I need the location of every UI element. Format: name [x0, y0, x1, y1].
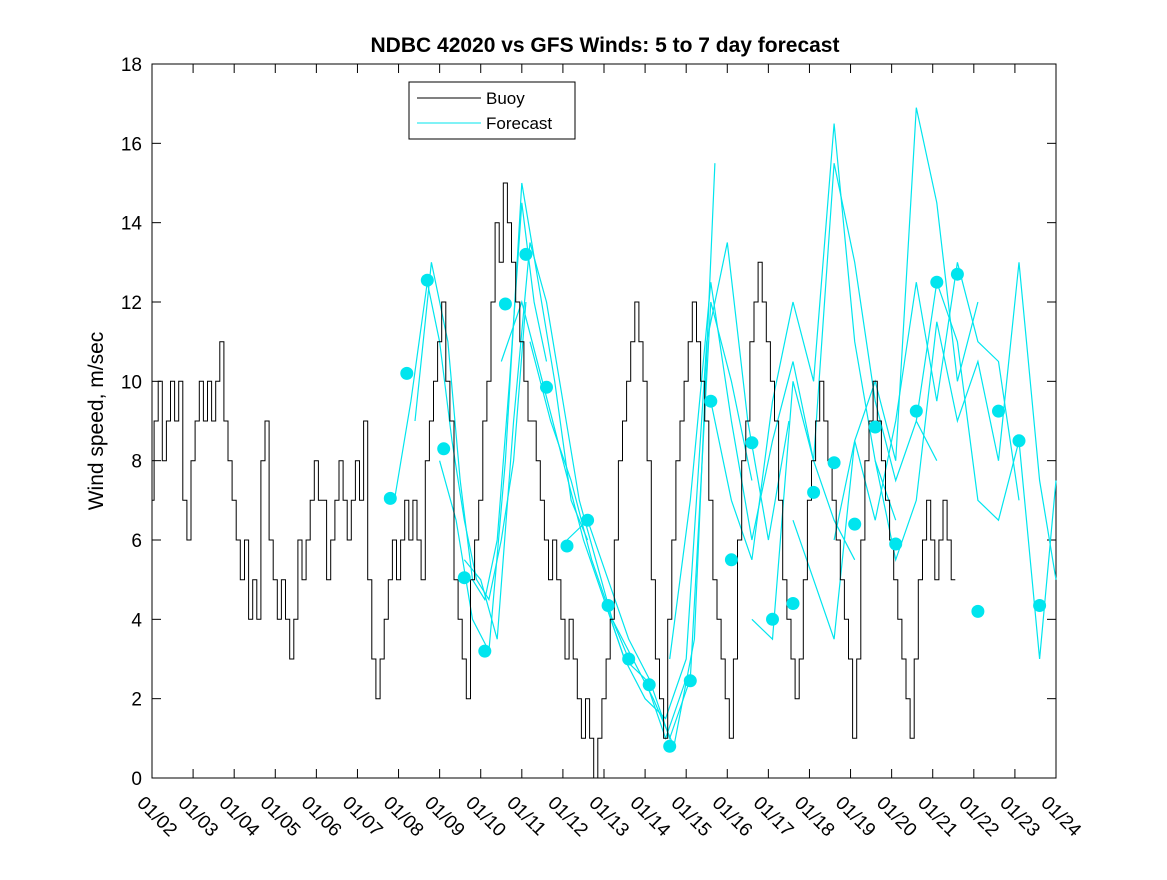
chart-title: NDBC 42020 vs GFS Winds: 5 to 7 day fore… [371, 34, 840, 57]
forecast-marker [950, 267, 964, 281]
forecast-marker [909, 404, 923, 418]
y-tick-label: 2 [131, 690, 142, 711]
y-tick-label: 4 [131, 610, 142, 631]
y-tick-label: 12 [121, 293, 142, 314]
forecast-marker [848, 517, 862, 531]
y-tick-label: 6 [131, 531, 142, 552]
forecast-marker [560, 539, 574, 553]
forecast-marker [992, 404, 1005, 418]
forecast-marker [622, 652, 636, 666]
forecast-marker [1012, 434, 1026, 448]
forecast-marker [383, 491, 397, 505]
forecast-line [463, 242, 630, 660]
forecast-line [874, 262, 1057, 580]
forecast-marker [868, 420, 882, 434]
y-tick-label: 10 [121, 372, 142, 393]
legend-forecast-label: Forecast [486, 114, 552, 133]
forecast-marker [827, 456, 841, 470]
forecast-marker [971, 604, 985, 618]
forecast-marker [420, 273, 434, 287]
forecast-line [529, 163, 716, 749]
forecast-marker [889, 537, 903, 551]
forecast-marker [400, 366, 414, 380]
y-tick-label: 16 [121, 134, 142, 155]
y-tick-label: 18 [121, 55, 142, 76]
forecast-marker [724, 553, 738, 567]
y-tick-label: 14 [121, 214, 143, 235]
forecast-marker [437, 442, 451, 456]
forecast-line [393, 282, 527, 602]
forecast-marker [498, 297, 512, 311]
legend: Buoy Forecast [408, 81, 576, 140]
forecast-marker [745, 436, 759, 450]
forecast-line [566, 301, 753, 741]
y-tick-label: 0 [131, 769, 142, 790]
forecast-marker [601, 599, 615, 612]
forecast-marker [807, 485, 821, 499]
forecast-marker [930, 275, 944, 289]
forecast-line [439, 182, 589, 654]
forecast-marker [704, 394, 718, 408]
forecast-marker [642, 678, 656, 692]
forecast-marker [519, 247, 533, 261]
legend-buoy-label: Buoy [486, 89, 525, 108]
forecast-line [669, 282, 856, 660]
forecast-marker [786, 597, 800, 610]
forecast-marker [663, 739, 677, 753]
y-axis-label: Wind speed, m/sec [85, 332, 108, 511]
legend-box [408, 81, 576, 140]
forecast-marker [766, 612, 779, 626]
forecast-marker [457, 571, 471, 585]
forecast-line [792, 107, 979, 640]
forecast-marker [1033, 599, 1047, 612]
buoy-series-line [152, 182, 956, 779]
forecast-line [414, 202, 548, 602]
forecast-marker [478, 644, 492, 658]
forecast-marker [683, 674, 697, 688]
forecast-line [603, 242, 790, 720]
y-tick-label: 8 [131, 452, 142, 473]
forecast-line [915, 282, 1057, 660]
forecast-marker [581, 513, 595, 527]
forecast-marker [540, 380, 553, 394]
